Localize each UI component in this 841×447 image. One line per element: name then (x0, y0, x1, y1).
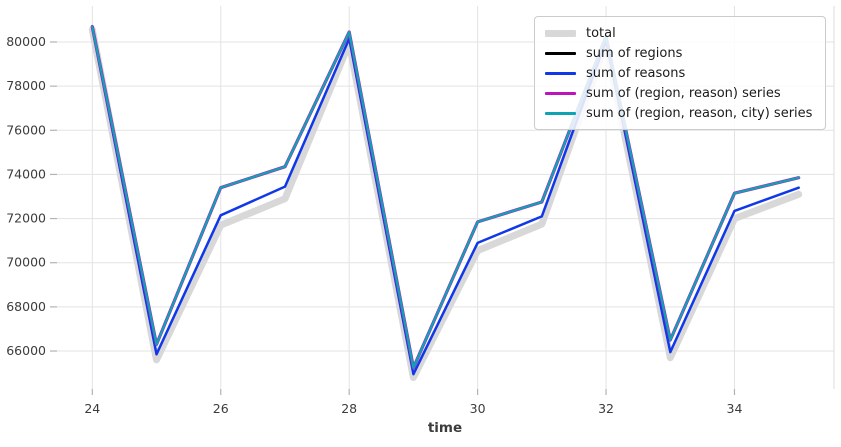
x-tick-label: 26 (213, 401, 229, 416)
legend-swatch-holder (545, 29, 576, 37)
legend-item: sum of reasons (545, 63, 815, 83)
legend-swatch-holder (545, 51, 576, 55)
legend: total sum of regions sum of reasons sum of … (534, 16, 826, 130)
y-tick-label: 68000 (6, 299, 46, 314)
x-tick-label: 34 (727, 401, 743, 416)
legend-item: total (545, 23, 815, 43)
y-tick-label: 74000 (6, 166, 46, 181)
series-line-sum-of-reasons (91, 27, 800, 376)
y-tick-label: 78000 (6, 78, 46, 93)
x-tick-label: 32 (598, 401, 614, 416)
legend-label: sum of regions (586, 45, 683, 61)
legend-label: sum of (region, reason, city) series (586, 105, 813, 121)
legend-label: sum of reasons (586, 65, 686, 81)
x-tick-label: 28 (341, 401, 357, 416)
y-tick-label: 72000 (6, 211, 46, 226)
legend-line-swatch (545, 51, 576, 55)
legend-swatch-holder (545, 111, 576, 115)
legend-label: sum of (region, reason) series (586, 85, 781, 101)
y-tick-label: 70000 (6, 255, 46, 270)
series-line-sum-of-region-reason-city-series (91, 25, 800, 369)
legend-line-swatch (545, 111, 576, 115)
legend-item: sum of (region, reason) series (545, 83, 815, 103)
legend-line-swatch (545, 91, 576, 95)
x-tick-label: 24 (84, 401, 100, 416)
y-tick-label: 80000 (6, 34, 46, 49)
legend-label: total (586, 25, 616, 41)
legend-swatch-holder (545, 71, 576, 75)
y-tick-label: 66000 (6, 343, 46, 358)
y-tick-label: 76000 (6, 122, 46, 137)
x-tick-label: 30 (470, 401, 486, 416)
legend-line-swatch (545, 71, 576, 75)
x-axis-label: time (427, 420, 463, 436)
legend-item: sum of (region, reason, city) series (545, 103, 815, 123)
legend-swatch-holder (545, 91, 576, 95)
legend-line-swatch (545, 29, 576, 37)
series-line-total (88, 26, 803, 381)
legend-item: sum of regions (545, 43, 815, 63)
